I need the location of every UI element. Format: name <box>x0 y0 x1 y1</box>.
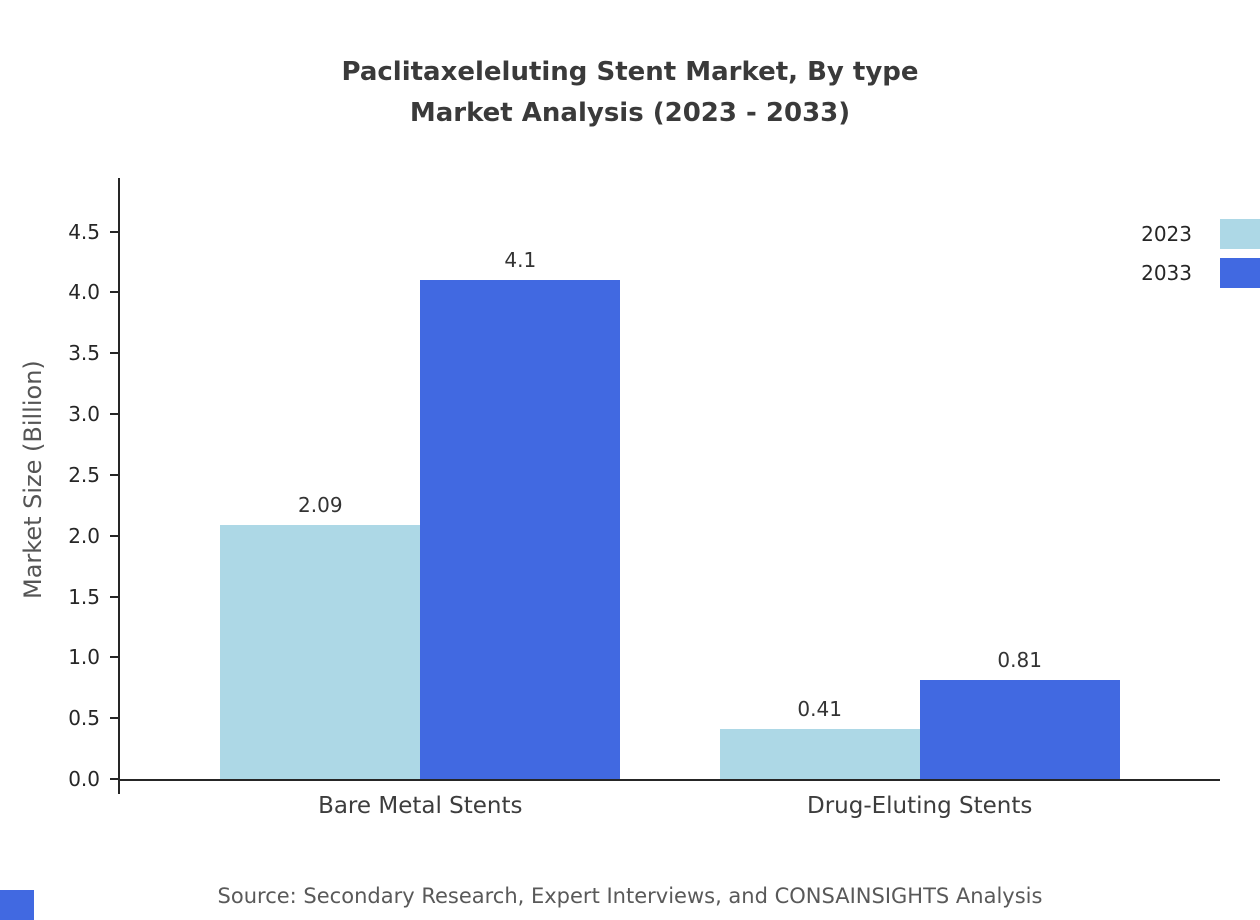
x-axis-origin-tick <box>118 779 120 794</box>
chart-title: Paclitaxeleluting Stent Market, By type … <box>0 52 1260 134</box>
y-axis-tick-label: 4.5 <box>68 219 100 244</box>
x-axis-category-label: Bare Metal Stents <box>318 793 523 819</box>
chart-title-line2: Market Analysis (2023 - 2033) <box>409 98 851 128</box>
y-axis-tick <box>110 291 118 294</box>
legend-item: 2033 <box>1141 258 1260 288</box>
y-axis-tick <box>110 473 118 476</box>
y-axis-tick <box>110 352 118 355</box>
y-axis-tick-label: 2.0 <box>68 523 100 548</box>
y-axis-tick-label: 3.5 <box>68 341 100 366</box>
y-axis-tick-label: 0.0 <box>68 767 100 791</box>
y-axis-tick <box>110 656 118 659</box>
bar-value-label: 0.81 <box>997 648 1042 673</box>
y-axis-tick-label: 2.5 <box>68 462 100 487</box>
y-axis-tick-label: 1.5 <box>68 584 100 609</box>
bar-value-label: 0.41 <box>797 697 842 722</box>
chart-title-line1: Paclitaxeleluting Stent Market, By type <box>341 57 919 87</box>
y-axis-tick-label: 0.5 <box>68 706 100 731</box>
bar-value-label: 2.09 <box>298 492 343 517</box>
legend-label: 2033 <box>1141 261 1192 285</box>
y-axis-tick-label: 3.0 <box>68 402 100 427</box>
legend-swatch <box>1220 258 1260 288</box>
bar-value-label: 4.1 <box>504 248 537 273</box>
y-axis-tick <box>110 413 118 416</box>
legend-swatch <box>1220 219 1260 249</box>
y-axis-tick <box>110 595 118 598</box>
x-axis-category-label: Drug-Eluting Stents <box>806 793 1033 819</box>
bar-2023 <box>719 729 920 779</box>
y-axis-tick-label: 1.0 <box>68 645 100 670</box>
legend: 2023 2033 <box>1141 219 1260 297</box>
y-axis-tick <box>110 230 118 233</box>
brand-corner-mark <box>0 890 34 920</box>
source-note: Source: Secondary Research, Expert Inter… <box>217 884 1043 908</box>
y-axis-tick <box>110 534 118 537</box>
y-axis-tick-label: 4.0 <box>68 280 100 305</box>
bar-2033 <box>420 280 621 779</box>
bar-2033 <box>919 680 1120 779</box>
bar-2023 <box>220 524 421 779</box>
y-axis-tick <box>110 717 118 720</box>
legend-item: 2023 <box>1141 219 1260 249</box>
legend-label: 2023 <box>1141 222 1192 246</box>
plot-area: 0.0 0.5 1.0 1.5 2.0 2.5 3.0 3.5 4.0 4.5 2.09 4.1 Bar… <box>68 178 1220 819</box>
y-axis-tick <box>110 778 118 780</box>
